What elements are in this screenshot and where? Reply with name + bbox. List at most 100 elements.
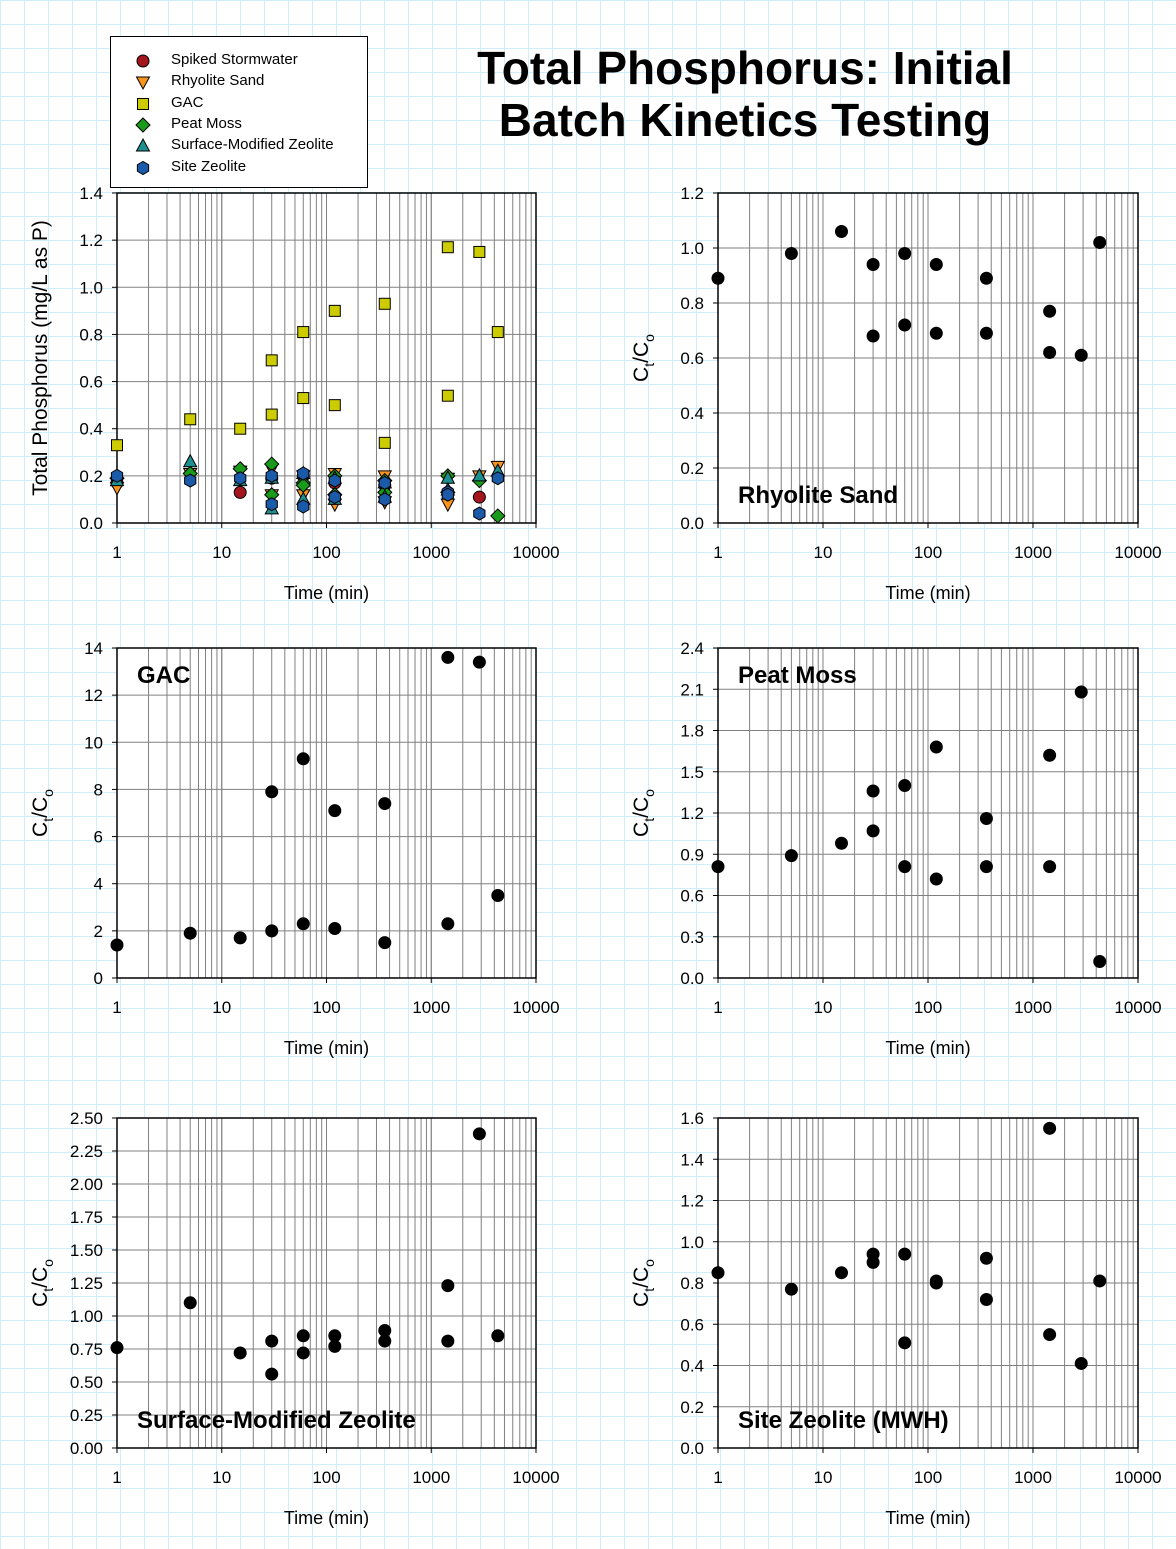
data-point xyxy=(929,1276,943,1290)
y-tick-label: 12 xyxy=(84,686,103,705)
y-tick-label: 1.6 xyxy=(680,1109,704,1128)
data-point xyxy=(1043,304,1057,318)
y-axis-label: Ct/Co xyxy=(630,334,657,382)
y-tick-label: 0 xyxy=(94,969,103,988)
data-point xyxy=(866,1255,880,1269)
legend-item-rhyolite-sand: Rhyolite Sand xyxy=(111,71,367,91)
legend-item-surface-modified-zeolite: Surface-Modified Zeolite xyxy=(111,135,367,155)
data-point xyxy=(929,258,943,271)
chart-site-zeolite-mwh: 0.0 0.2 0.4 0.6 0.8 1.0 1.2 1.4 1.6 1 10 100 1000 100… xyxy=(630,1109,1162,1528)
legend-marker xyxy=(136,54,150,68)
x-tick-label: 100 xyxy=(312,998,340,1017)
y-tick-label: 0.8 xyxy=(79,325,103,344)
series-ct-co xyxy=(110,650,505,952)
x-tick-label: 1 xyxy=(713,1468,722,1487)
data-point xyxy=(472,467,487,482)
legend-label: Rhyolite Sand xyxy=(171,72,265,90)
data-point xyxy=(834,225,848,238)
legend-label: Surface-Modified Zeolite xyxy=(171,136,334,154)
y-tick-label: 1.75 xyxy=(70,1208,103,1227)
data-point xyxy=(265,354,278,367)
plot-frame xyxy=(717,1117,1139,1449)
data-point xyxy=(1043,346,1057,359)
y-tick-label: 0.0 xyxy=(79,514,103,533)
data-point xyxy=(490,508,506,524)
data-point xyxy=(1043,1328,1057,1342)
data-point xyxy=(441,650,455,664)
data-point xyxy=(711,860,725,874)
data-point xyxy=(1074,685,1088,699)
data-point xyxy=(110,468,124,483)
data-point xyxy=(378,797,392,811)
x-tick-label: 100 xyxy=(914,998,942,1017)
data-point xyxy=(979,271,993,285)
series-ct-co xyxy=(711,1121,1107,1370)
panel-title: GAC xyxy=(137,662,190,689)
legend-marker xyxy=(135,117,151,133)
x-tick-label: 10 xyxy=(814,998,833,1017)
x-tick-label: 1 xyxy=(713,998,722,1017)
data-point xyxy=(296,1329,310,1343)
legend-marker-icon xyxy=(137,97,149,110)
x-tick-label: 1000 xyxy=(1014,543,1052,562)
legend-marker xyxy=(135,76,151,91)
data-point xyxy=(1043,748,1057,762)
y-tick-label: 1.4 xyxy=(680,1150,704,1169)
data-point xyxy=(834,836,848,850)
y-axis-label: Ct/Co xyxy=(630,789,657,837)
x-tick-label: 1 xyxy=(713,543,722,562)
y-tick-label: 1.2 xyxy=(680,184,704,203)
x-tick-label: 10 xyxy=(814,543,833,562)
data-point xyxy=(378,1334,392,1348)
x-tick-label: 1 xyxy=(112,543,121,562)
plot-frame xyxy=(116,647,537,979)
data-point xyxy=(233,931,247,945)
data-point xyxy=(378,936,392,950)
y-tick-label: 14 xyxy=(84,639,103,658)
data-point xyxy=(328,489,341,505)
plot-frame xyxy=(116,192,537,524)
data-point xyxy=(297,466,310,481)
data-point xyxy=(328,922,342,935)
data-point xyxy=(441,1279,455,1293)
panel-title: Rhyolite Sand xyxy=(738,482,898,509)
data-point xyxy=(472,655,486,669)
data-point xyxy=(328,804,342,818)
x-axis-label: Time (min) xyxy=(284,583,369,603)
panel-title: Surface-Modified Zeolite xyxy=(137,1407,416,1434)
data-point xyxy=(328,473,341,488)
y-tick-label: 1.8 xyxy=(680,722,704,741)
legend-label: Peat Moss xyxy=(171,114,242,132)
y-tick-label: 2 xyxy=(94,922,103,941)
y-tick-label: 1.0 xyxy=(680,239,704,258)
data-point xyxy=(898,1247,912,1261)
data-point xyxy=(711,1266,725,1280)
y-axis-label: Ct/Co xyxy=(29,789,56,837)
data-point xyxy=(233,485,247,499)
data-point xyxy=(183,1296,197,1310)
data-point xyxy=(898,779,912,792)
y-tick-label: 8 xyxy=(94,780,103,799)
x-tick-label: 10000 xyxy=(1114,1468,1161,1487)
y-tick-label: 10 xyxy=(84,733,103,752)
x-tick-label: 1000 xyxy=(412,1468,450,1487)
x-tick-label: 10 xyxy=(212,543,231,562)
data-point xyxy=(265,924,279,938)
data-point xyxy=(182,453,198,468)
y-tick-label: 2.4 xyxy=(680,639,704,658)
x-axis-label: Time (min) xyxy=(284,1038,369,1058)
figure-title: Total Phosphorus: Initial Batch Kinetics… xyxy=(477,42,1013,146)
x-axis-label: Time (min) xyxy=(885,1508,970,1528)
y-tick-label: 2.1 xyxy=(680,680,704,699)
series-gac xyxy=(111,241,504,452)
data-point xyxy=(472,490,486,504)
y-tick-label: 0.4 xyxy=(680,1357,704,1376)
series-ct-co xyxy=(711,685,1107,968)
chart-peat-moss: 0.0 0.3 0.6 0.9 1.2 1.5 1.8 2.1 2.4 1 10 100 1000 100… xyxy=(630,639,1162,1058)
y-tick-label: 1.5 xyxy=(680,763,704,782)
data-point xyxy=(265,497,278,512)
y-tick-label: 0.75 xyxy=(70,1340,103,1359)
legend-item-site-zeolite: Site Zeolite xyxy=(111,157,367,177)
data-point xyxy=(866,329,880,343)
data-point xyxy=(491,1329,505,1343)
